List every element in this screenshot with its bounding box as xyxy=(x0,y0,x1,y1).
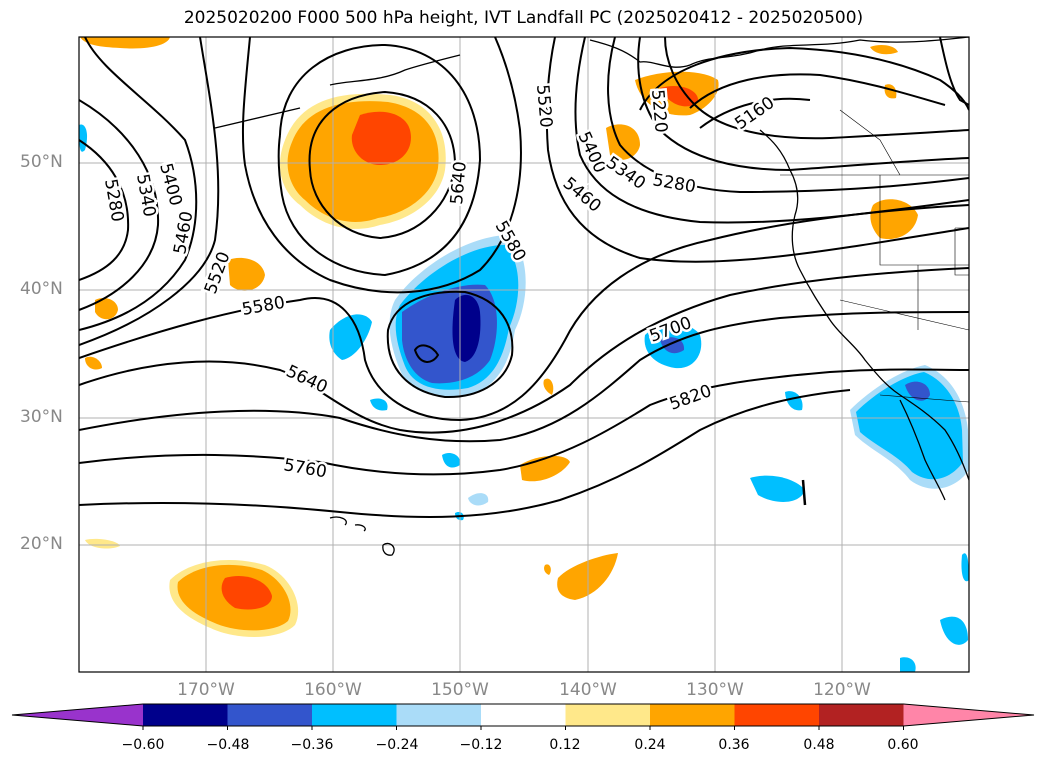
coastlines xyxy=(214,37,969,556)
contour-label-5520-north: 5520 xyxy=(532,84,556,129)
colorbar-segment xyxy=(481,704,566,726)
lon-label-160w: 160°W xyxy=(304,680,362,700)
colorbar-tick: 0.60 xyxy=(887,737,919,753)
contour-label-5220: 5220 xyxy=(647,89,671,134)
colorbar-tick: 0.48 xyxy=(803,737,835,753)
colorbar-tick: −0.24 xyxy=(375,737,419,753)
colorbar-segment xyxy=(565,704,651,726)
colorbar-tick: 0.36 xyxy=(718,737,750,753)
lat-label-50n: 50°N xyxy=(20,152,63,172)
graticule xyxy=(79,37,969,672)
colorbar-segment xyxy=(819,704,904,726)
colorbar-segment xyxy=(396,704,482,726)
colorbar xyxy=(11,703,1035,730)
lon-label-120w: 120°W xyxy=(813,680,871,700)
colorbar-extend-high xyxy=(903,704,1034,726)
lat-label-30n: 30°N xyxy=(20,407,63,427)
height-contours xyxy=(79,37,969,518)
colorbar-tick: −0.48 xyxy=(206,737,250,753)
colorbar-segment xyxy=(734,704,820,726)
colorbar-segment xyxy=(143,704,228,726)
colorbar-segment xyxy=(650,704,735,726)
colorbar-segment xyxy=(227,704,313,726)
ivt-negative-areas xyxy=(79,124,969,672)
colorbar-tick: −0.12 xyxy=(459,737,503,753)
colorbar-extend-low xyxy=(12,704,143,726)
colorbar-segment xyxy=(312,704,397,726)
contour-label-5640-north: 5640 xyxy=(447,161,471,206)
colorbar-tick: 0.24 xyxy=(634,737,666,753)
colorbar-tick: −0.36 xyxy=(290,737,334,753)
colorbar-tick: −0.60 xyxy=(121,737,165,753)
map-title: 2025020200 F000 500 hPa height, IVT Land… xyxy=(183,8,864,28)
lat-label-40n: 40°N xyxy=(20,279,63,299)
colorbar-tick: 0.12 xyxy=(549,737,581,753)
lon-label-130w: 130°W xyxy=(686,680,744,700)
lon-label-140w: 140°W xyxy=(559,680,617,700)
lat-label-20n: 20°N xyxy=(20,534,63,554)
lon-label-170w: 170°W xyxy=(177,680,235,700)
lon-label-150w: 150°W xyxy=(431,680,489,700)
